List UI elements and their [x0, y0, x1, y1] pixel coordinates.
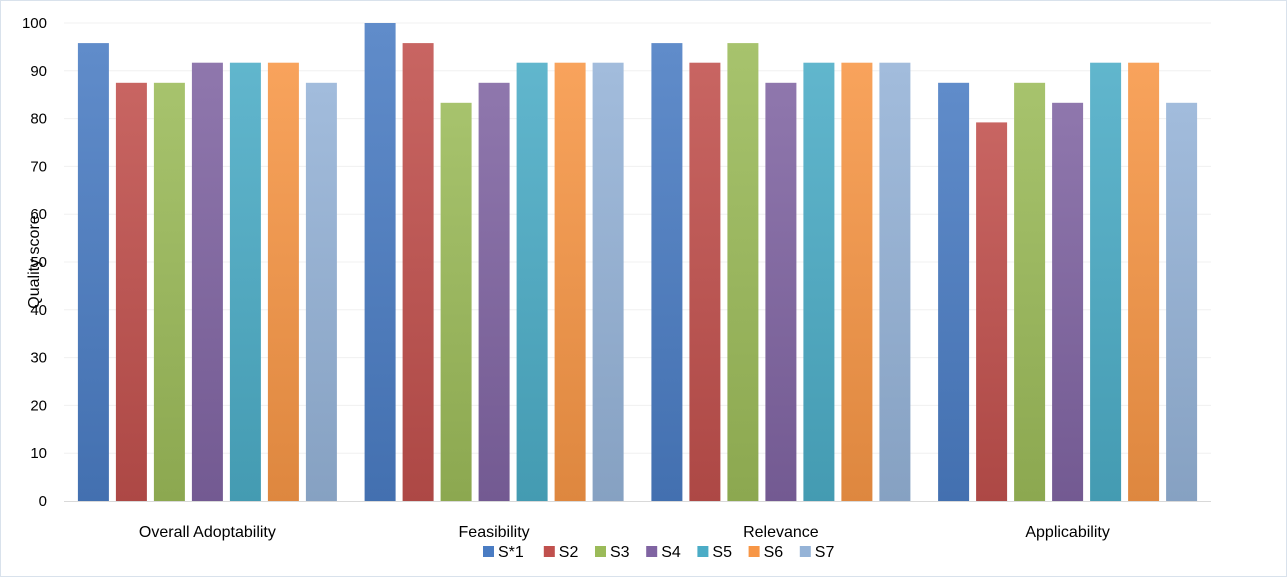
legend-label: S4	[661, 544, 681, 561]
bar-S2-4	[976, 122, 1008, 502]
bar-S4-2	[478, 82, 510, 502]
legend-label: S3	[610, 544, 630, 561]
bar-S1-1	[77, 43, 109, 501]
y-tick-label: 80	[30, 111, 47, 128]
legend-label: S5	[712, 544, 732, 561]
legend-swatch	[748, 546, 760, 557]
legend-label: S*1	[498, 544, 524, 561]
y-tick-label: 20	[30, 397, 47, 414]
legend-swatch	[595, 546, 606, 557]
bar-S4-3	[765, 82, 797, 502]
category-label: Applicability	[1025, 524, 1109, 541]
legend-item: S6	[748, 544, 784, 561]
legend-swatch	[799, 546, 811, 557]
bar-S4-1	[191, 62, 223, 501]
legend-item: S7	[799, 544, 835, 561]
bar-S1-4	[938, 82, 970, 502]
bar-S3-2	[440, 102, 472, 502]
legend-label: S2	[559, 544, 579, 561]
legend: S*1 S2 S3 S4 S5 S6 S7	[483, 544, 834, 561]
legend-item: S*1	[483, 544, 524, 561]
legend-swatch	[646, 546, 658, 557]
bar-S1-3	[651, 43, 683, 501]
legend-item: S4	[646, 544, 681, 561]
bar-S1-2	[364, 23, 396, 501]
bar-S2-3	[689, 62, 721, 501]
y-tick-label: 50	[30, 254, 47, 271]
bar-S7-1	[305, 82, 337, 502]
bar-S3-1	[153, 82, 185, 502]
bar-S2-2	[402, 43, 434, 501]
bar-S3-4	[1014, 82, 1046, 502]
legend-swatch	[697, 546, 709, 557]
bar-S4-4	[1052, 102, 1084, 502]
y-tick-label: 100	[22, 15, 47, 32]
bar-S7-4	[1166, 102, 1198, 502]
legend-item: S3	[595, 544, 630, 561]
y-tick-label: 10	[30, 445, 47, 462]
y-axis-ticks: 0 10 20 30 40 50 60 70 80 90 100	[22, 15, 47, 510]
y-tick-label: 70	[30, 158, 47, 175]
bar-S3-3	[727, 43, 759, 501]
legend-label: S7	[815, 544, 835, 561]
y-tick-label: 60	[30, 206, 47, 223]
bar-S2-1	[115, 82, 147, 502]
bar-S6-3	[841, 62, 873, 501]
bar-S6-1	[267, 62, 299, 501]
y-tick-label: 30	[30, 350, 47, 367]
legend-label: S6	[764, 544, 784, 561]
legend-item: S2	[543, 544, 579, 561]
bar-S5-4	[1090, 62, 1122, 501]
category-label: Overall Adoptability	[139, 524, 276, 541]
bar-S7-3	[879, 62, 911, 501]
y-tick-label: 40	[30, 302, 47, 319]
y-axis-label: Quality score	[26, 215, 43, 308]
bar-S6-2	[554, 62, 586, 501]
category-label: Relevance	[743, 524, 819, 541]
category-label: Feasibility	[459, 524, 530, 541]
y-tick-label: 0	[39, 493, 47, 510]
bars	[77, 23, 1198, 502]
legend-swatch	[543, 546, 555, 557]
bar-S7-2	[592, 62, 624, 501]
bar-S6-4	[1128, 62, 1160, 501]
bar-S5-3	[803, 62, 835, 501]
y-tick-label: 90	[30, 63, 47, 80]
category-labels: Overall Adoptability Feasibility Relevance…	[139, 524, 1110, 541]
bar-S5-2	[516, 62, 548, 501]
legend-item: S5	[697, 544, 732, 561]
legend-swatch	[483, 546, 494, 557]
bar-S5-1	[229, 62, 261, 501]
